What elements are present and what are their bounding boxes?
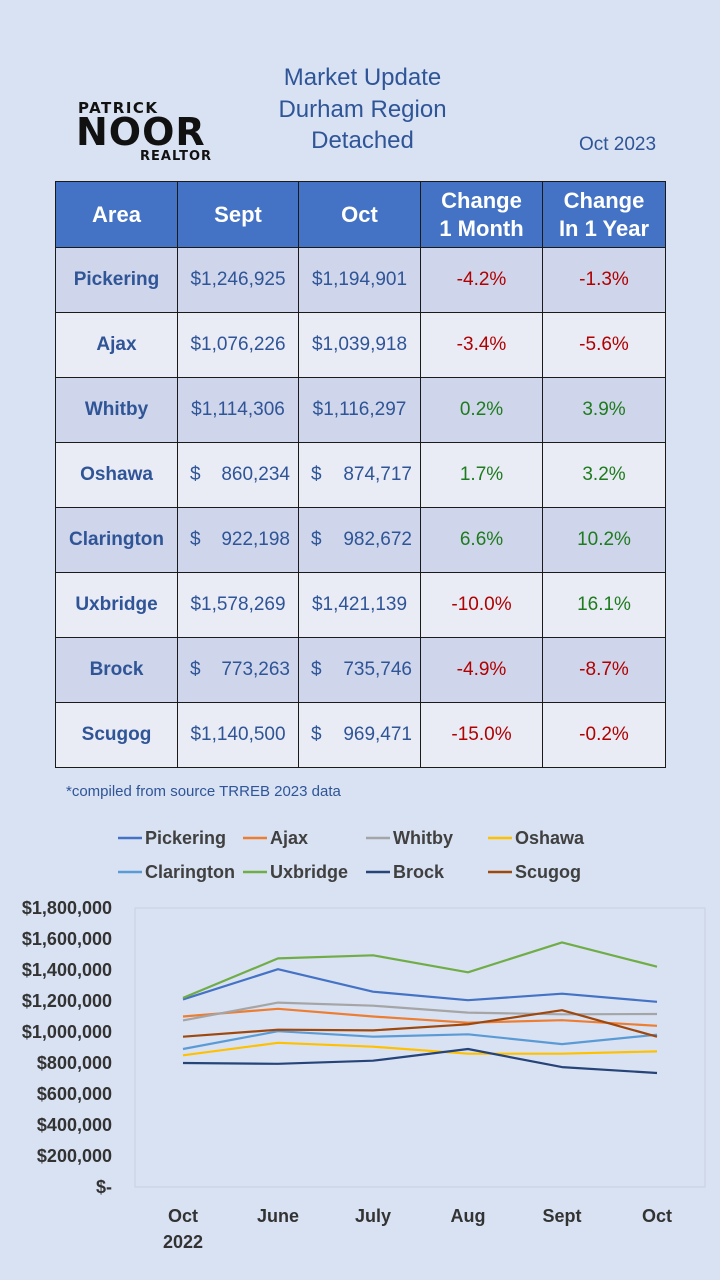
series-line-scugog xyxy=(182,1009,658,1038)
oct-price-cell: $1,421,139 xyxy=(298,572,421,638)
y-tick-label: $1,600,000 xyxy=(22,929,112,949)
table-row: Brock $773,263 $735,746 -4.9% -8.7% xyxy=(55,637,666,703)
table-row: Whitby $1,114,306 $1,116,297 0.2% 3.9% xyxy=(55,377,666,443)
change-1-month-cell: -4.2% xyxy=(420,247,543,313)
table-row: Uxbridge $1,578,269 $1,421,139 -10.0% 16.1% xyxy=(55,572,666,638)
y-tick-label: $400,000 xyxy=(37,1115,112,1135)
series-line-ajax xyxy=(182,1007,658,1027)
table-row: Scugog $1,140,500 $969,471 -15.0% -0.2% xyxy=(55,702,666,768)
price-line-chart: Pickering Ajax Whitby Oshawa Clarington Uxbri… xyxy=(22,828,706,1252)
area-cell: Brock xyxy=(55,637,178,703)
report-date: Oct 2023 xyxy=(578,134,657,155)
legend-label: Brock xyxy=(393,862,445,882)
area-cell: Scugog xyxy=(55,702,178,768)
change-1-year-cell: -1.3% xyxy=(542,247,666,313)
legend-label: Oshawa xyxy=(515,828,585,848)
source-note: *compiled from source TRREB 2023 data xyxy=(66,783,341,800)
title-line-2: Durham Region xyxy=(278,95,447,123)
sept-price-cell: $860,234 xyxy=(177,442,299,508)
change-1-month-cell: -10.0% xyxy=(420,572,543,638)
legend-label: Whitby xyxy=(393,828,453,848)
table-header-row: Area Sept Oct Change 1 Month Change In 1 Y… xyxy=(55,181,666,248)
oct-price-cell: $1,116,297 xyxy=(298,377,421,443)
series-line-pickering xyxy=(182,968,658,1003)
market-table: Area Sept Oct Change 1 Month Change In 1 Y… xyxy=(55,181,666,768)
header-change-1-year: Change In 1 Year xyxy=(542,181,666,248)
change-1-month-cell: 1.7% xyxy=(420,442,543,508)
table-row: Clarington $922,198 $982,672 6.6% 10.2% xyxy=(55,507,666,573)
sept-price-cell: $1,140,500 xyxy=(177,702,299,768)
series-line-oshawa xyxy=(182,1041,658,1057)
change-1-year-cell: 16.1% xyxy=(542,572,666,638)
y-tick-label: $1,200,000 xyxy=(22,991,112,1011)
sept-price-cell: $1,114,306 xyxy=(177,377,299,443)
legend-label: Uxbridge xyxy=(270,862,348,882)
change-1-year-cell: -0.2% xyxy=(542,702,666,768)
oct-price-cell: $982,672 xyxy=(298,507,421,573)
change-1-month-cell: 6.6% xyxy=(420,507,543,573)
header-change-1-month: Change 1 Month xyxy=(420,181,543,248)
sept-price-cell: $1,076,226 xyxy=(177,312,299,378)
table-row: Ajax $1,076,226 $1,039,918 -3.4% -5.6% xyxy=(55,312,666,378)
x-tick-label: Oct xyxy=(642,1206,672,1226)
x-tick-label: 2022 xyxy=(163,1232,203,1252)
y-tick-label: $1,800,000 xyxy=(22,898,112,918)
area-cell: Oshawa xyxy=(55,442,178,508)
change-1-year-cell: 3.2% xyxy=(542,442,666,508)
area-cell: Uxbridge xyxy=(55,572,178,638)
change-1-month-cell: -15.0% xyxy=(420,702,543,768)
oct-price-cell: $735,746 xyxy=(298,637,421,703)
sept-price-cell: $1,578,269 xyxy=(177,572,299,638)
change-1-year-cell: -5.6% xyxy=(542,312,666,378)
legend-label: Scugog xyxy=(515,862,581,882)
y-tick-label: $1,000,000 xyxy=(22,1022,112,1042)
page-title: Market Update Durham Region Detached xyxy=(240,62,485,157)
series-line-uxbridge xyxy=(182,941,658,999)
change-1-month-cell: -4.9% xyxy=(420,637,543,703)
header-area: Area xyxy=(55,181,178,248)
x-tick-label: June xyxy=(257,1206,299,1226)
change-1-year-cell: 10.2% xyxy=(542,507,666,573)
legend-label: Pickering xyxy=(145,828,226,848)
realtor-logo: PATRICK NOOR REALTOR xyxy=(74,99,224,165)
oct-price-cell: $969,471 xyxy=(298,702,421,768)
legend-label: Ajax xyxy=(270,828,308,848)
oct-price-cell: $1,039,918 xyxy=(298,312,421,378)
y-tick-label: $- xyxy=(96,1177,112,1197)
logo-line-2: NOOR xyxy=(76,110,206,154)
area-cell: Ajax xyxy=(55,312,178,378)
area-cell: Pickering xyxy=(55,247,178,313)
header-oct: Oct xyxy=(298,181,421,248)
header-sept: Sept xyxy=(177,181,299,248)
x-tick-label: Sept xyxy=(542,1206,581,1226)
area-cell: Clarington xyxy=(55,507,178,573)
x-tick-label: Oct xyxy=(168,1206,198,1226)
oct-price-cell: $874,717 xyxy=(298,442,421,508)
series-line-clarington xyxy=(182,1030,658,1051)
sept-price-cell: $922,198 xyxy=(177,507,299,573)
x-tick-label: July xyxy=(355,1206,391,1226)
plot-area xyxy=(134,907,706,1188)
y-tick-label: $1,400,000 xyxy=(22,960,112,980)
series-line-brock xyxy=(182,1047,658,1075)
sept-price-cell: $773,263 xyxy=(177,637,299,703)
change-1-month-cell: 0.2% xyxy=(420,377,543,443)
change-1-year-cell: -8.7% xyxy=(542,637,666,703)
y-tick-label: $600,000 xyxy=(37,1084,112,1104)
y-tick-label: $200,000 xyxy=(37,1146,112,1166)
legend-label: Clarington xyxy=(145,862,235,882)
logo-line-1: PATRICK xyxy=(78,99,159,117)
table-row: Pickering $1,246,925 $1,194,901 -4.2% -1.3% xyxy=(55,247,666,313)
table-row: Oshawa $860,234 $874,717 1.7% 3.2% xyxy=(55,442,666,508)
area-cell: Whitby xyxy=(55,377,178,443)
title-line-3: Detached xyxy=(311,127,414,154)
y-tick-label: $800,000 xyxy=(37,1053,112,1073)
title-line-1: Market Update xyxy=(283,64,442,91)
change-1-year-cell: 3.9% xyxy=(542,377,666,443)
change-1-month-cell: -3.4% xyxy=(420,312,543,378)
x-tick-label: Aug xyxy=(451,1206,486,1226)
logo-line-3: REALTOR xyxy=(140,149,213,164)
sept-price-cell: $1,246,925 xyxy=(177,247,299,313)
oct-price-cell: $1,194,901 xyxy=(298,247,421,313)
